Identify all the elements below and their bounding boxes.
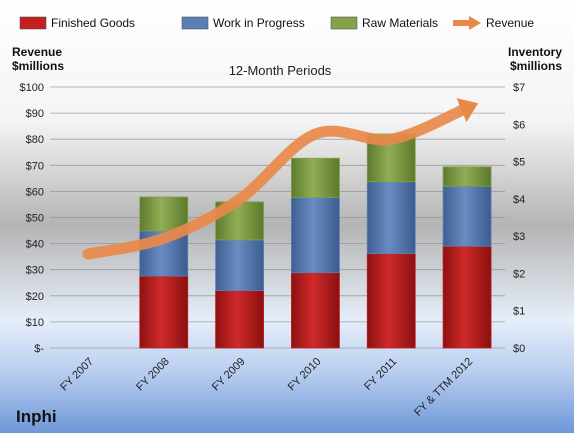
right-axis-ticks: $0 $1 $2 $3 $4 $5 $6 $7 — [513, 82, 525, 355]
right-tick-label: $4 — [513, 194, 525, 206]
right-tick-label: $2 — [513, 268, 525, 280]
bar-work-in-progress — [366, 181, 416, 255]
left-tick-label: $40 — [26, 239, 44, 251]
left-axis-label-line2: $millions — [12, 59, 64, 73]
right-tick-label: $6 — [513, 119, 525, 131]
legend-label: Revenue — [486, 16, 534, 30]
right-axis-label-line1: Inventory — [508, 45, 562, 59]
right-axis-label-line2: $millions — [510, 59, 562, 73]
left-axis-ticks: $- $10 $20 $30 $40 $50 $60 $70 $80 $90 $100 — [20, 82, 45, 355]
legend-swatch — [19, 16, 47, 30]
right-tick-label: $7 — [513, 82, 525, 94]
grid-lines — [50, 86, 505, 349]
legend-swatch — [330, 16, 358, 30]
legend-swatch — [181, 16, 209, 30]
bar-raw-materials — [291, 157, 340, 198]
bar-raw-materials — [139, 196, 189, 232]
legend-arrow-icon — [469, 16, 481, 30]
bar-finished-goods — [366, 253, 416, 349]
left-tick-label: $70 — [26, 160, 44, 172]
chart-subtitle: 12-Month Periods — [229, 63, 332, 78]
revenue-line — [82, 98, 479, 260]
left-tick-label: $100 — [20, 82, 44, 94]
left-tick-label: $20 — [26, 291, 44, 303]
bar-raw-materials — [442, 166, 492, 187]
bar-finished-goods — [215, 290, 264, 349]
left-tick-label: $10 — [26, 317, 44, 329]
right-tick-label: $3 — [513, 231, 525, 243]
left-tick-label: $90 — [26, 108, 44, 120]
left-tick-label: $80 — [26, 134, 44, 146]
legend-label: Raw Materials — [362, 16, 438, 30]
company-name: Inphi — [16, 407, 57, 426]
left-tick-label: $50 — [26, 213, 44, 225]
revenue-line-arrowhead — [456, 98, 479, 123]
right-tick-label: $1 — [513, 306, 525, 318]
right-tick-label: $5 — [513, 157, 525, 169]
revenue-line-path — [82, 102, 473, 260]
bar-finished-goods — [442, 245, 492, 349]
legend: Finished Goods Work in Progress Raw Materi… — [19, 16, 534, 30]
legend-label: Finished Goods — [51, 16, 135, 30]
bar-work-in-progress — [215, 239, 264, 291]
bar-work-in-progress — [442, 185, 492, 247]
left-tick-label: $60 — [26, 186, 44, 198]
bars — [139, 133, 492, 349]
left-tick-label: $- — [34, 343, 44, 355]
right-tick-label: $0 — [513, 343, 525, 355]
bar-finished-goods — [291, 272, 340, 349]
legend-label: Work in Progress — [213, 16, 305, 30]
left-tick-label: $30 — [26, 265, 44, 277]
bar-work-in-progress — [291, 196, 340, 274]
left-axis-label-line1: Revenue — [12, 45, 62, 59]
bar-finished-goods — [139, 275, 189, 349]
